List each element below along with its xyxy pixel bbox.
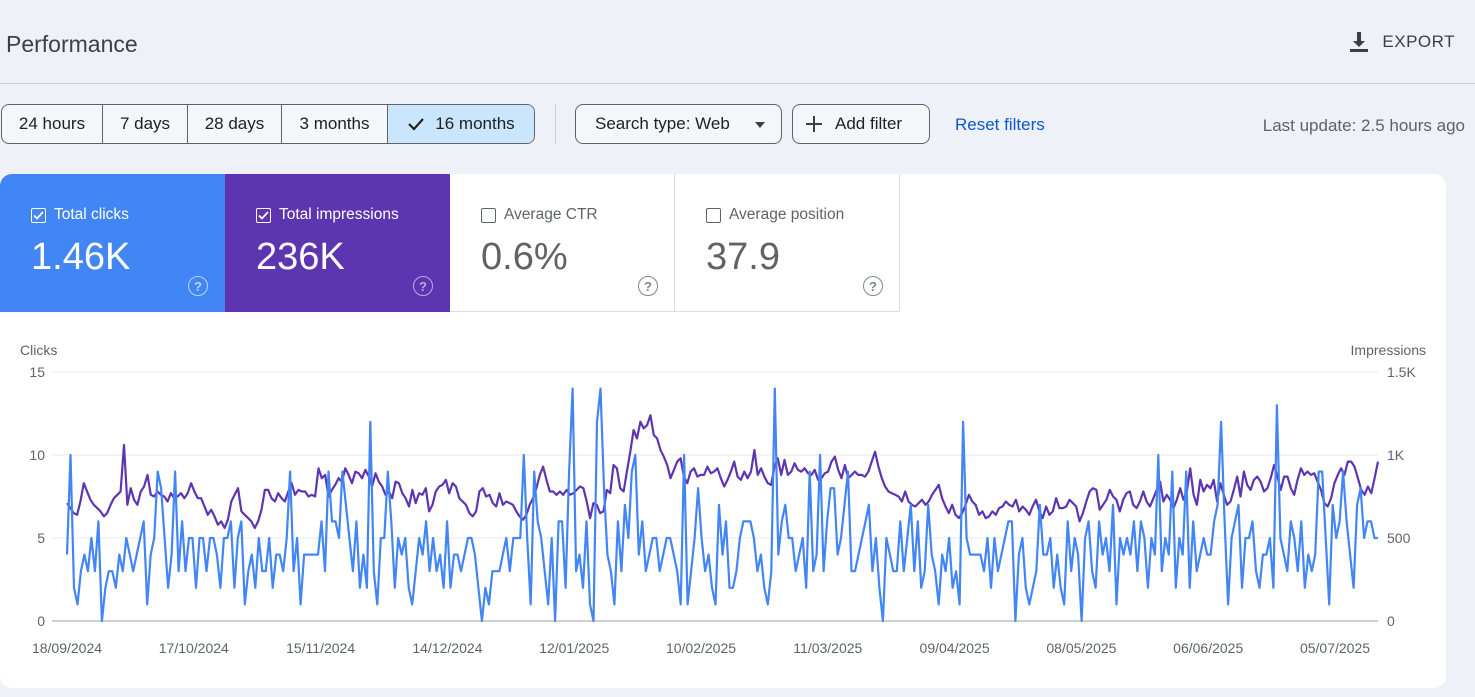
date-range-28-days[interactable]: 28 days: [188, 105, 282, 143]
dropdown-arrow-icon: [755, 122, 765, 128]
date-range-label: 16 months: [435, 114, 515, 133]
checkbox-checked-icon[interactable]: [256, 207, 271, 223]
metric-total-clicks[interactable]: Total clicks 1.46K ?: [0, 174, 225, 312]
metric-average-ctr[interactable]: Average CTR 0.6% ?: [450, 174, 675, 312]
filter-bar: 24 hours 7 days 28 days 3 months 16 mont…: [0, 104, 1475, 144]
divider: [555, 104, 556, 144]
right-tick-label: 0: [1387, 613, 1395, 629]
x-tick-label: 14/12/2024: [412, 640, 482, 656]
x-tick-label: 17/10/2024: [159, 640, 229, 656]
checkbox-checked-icon[interactable]: [31, 207, 46, 223]
checkbox-unchecked-icon[interactable]: [706, 207, 721, 223]
metric-value: 1.46K: [31, 236, 131, 278]
help-icon[interactable]: ?: [413, 276, 433, 296]
right-tick-label: 500: [1387, 530, 1411, 546]
export-button[interactable]: EXPORT: [1348, 30, 1455, 54]
x-tick-label: 05/07/2025: [1300, 640, 1370, 656]
check-icon: [408, 118, 425, 131]
series-line-impressions: [66, 414, 1380, 530]
metric-label: Total impressions: [279, 206, 399, 223]
x-tick-label: 15/11/2024: [286, 640, 355, 656]
left-tick-label: 0: [37, 613, 45, 629]
help-icon[interactable]: ?: [863, 276, 883, 296]
x-tick-label: 08/05/2025: [1046, 640, 1116, 656]
x-tick-label: 11/03/2025: [793, 640, 862, 656]
x-tick-label: 18/09/2024: [32, 640, 102, 656]
date-range-label: 24 hours: [18, 114, 86, 133]
date-range-24-hours[interactable]: 24 hours: [2, 105, 103, 143]
page-header: Performance EXPORT: [0, 0, 1475, 84]
left-axis-label: Clicks: [20, 342, 57, 358]
date-range-3-months[interactable]: 3 months: [282, 105, 388, 143]
x-tick-label: 10/02/2025: [666, 640, 736, 656]
date-range-selector: 24 hours 7 days 28 days 3 months 16 mont…: [1, 104, 535, 144]
help-icon[interactable]: ?: [188, 276, 208, 296]
metric-label: Average CTR: [504, 206, 598, 223]
date-range-label: 3 months: [299, 114, 370, 133]
date-range-16-months[interactable]: 16 months: [388, 105, 534, 143]
series-line-clicks: [65, 387, 1378, 623]
download-icon: [1350, 32, 1369, 52]
metric-average-position[interactable]: Average position 37.9 ?: [675, 174, 900, 312]
add-filter-button[interactable]: Add filter: [792, 104, 930, 144]
x-tick-label: 09/04/2025: [920, 640, 990, 656]
page-title: Performance: [6, 31, 138, 57]
left-tick-label: 10: [29, 447, 45, 463]
help-icon[interactable]: ?: [638, 276, 658, 296]
left-tick-label: 15: [29, 364, 45, 380]
performance-chart[interactable]: Clicks Impressions 0 0 5 500 10 1K 15 1.5K 18/09/2…: [0, 174, 1446, 688]
metric-value: 37.9: [706, 236, 780, 278]
x-tick-label: 06/06/2025: [1173, 640, 1243, 656]
performance-card: Total clicks 1.46K ? Total impressions 2…: [0, 174, 1446, 688]
export-label: EXPORT: [1382, 32, 1455, 51]
last-update-text: Last update: 2.5 hours ago: [1262, 116, 1465, 135]
search-type-label: Search type: Web: [595, 114, 730, 133]
add-filter-label: Add filter: [835, 114, 903, 133]
metric-label: Average position: [729, 206, 845, 223]
date-range-label: 28 days: [204, 114, 265, 133]
plus-icon: [806, 116, 822, 132]
reset-filters-link[interactable]: Reset filters: [955, 115, 1045, 134]
left-tick-label: 5: [37, 530, 45, 546]
date-range-label: 7 days: [119, 114, 171, 133]
right-axis-label: Impressions: [1351, 342, 1426, 358]
search-type-dropdown[interactable]: Search type: Web: [575, 104, 782, 144]
checkbox-unchecked-icon[interactable]: [481, 207, 496, 223]
metric-total-impressions[interactable]: Total impressions 236K ?: [225, 174, 450, 312]
right-tick-label: 1.5K: [1387, 364, 1416, 380]
date-range-7-days[interactable]: 7 days: [103, 105, 188, 143]
metric-value: 0.6%: [481, 236, 568, 278]
x-tick-label: 12/01/2025: [539, 640, 609, 656]
metric-label: Total clicks: [54, 206, 129, 223]
metric-value: 236K: [256, 236, 345, 278]
right-tick-label: 1K: [1387, 447, 1405, 463]
